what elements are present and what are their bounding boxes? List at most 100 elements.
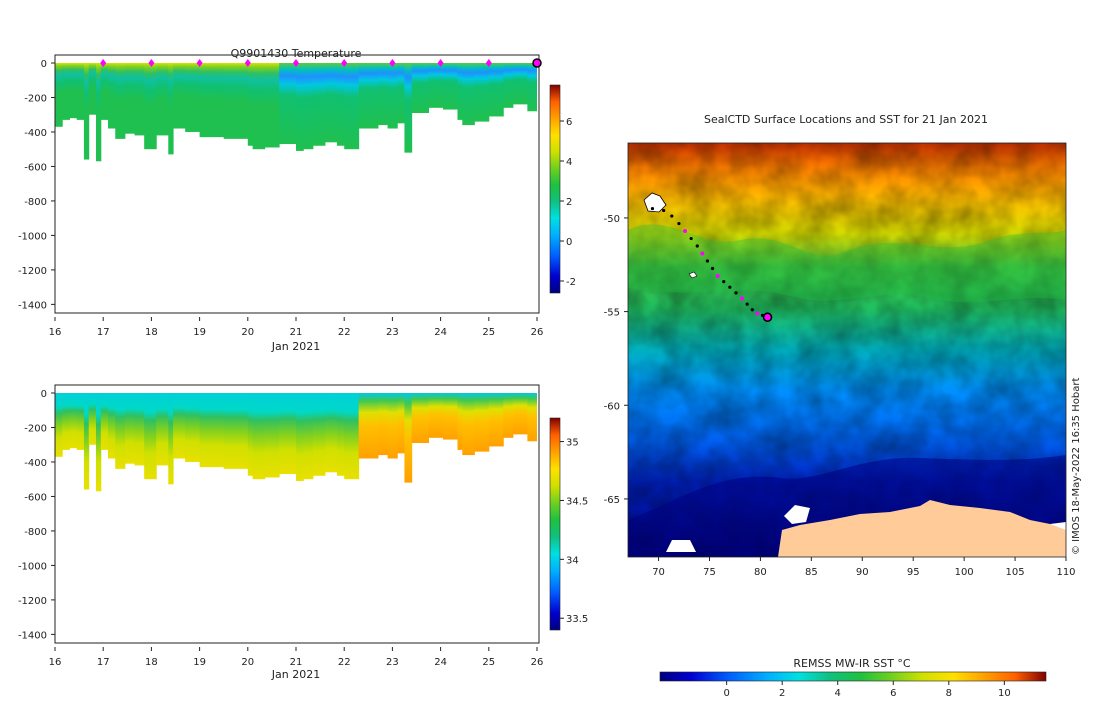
salinity-chart: 16 17 18 19 20 21 22 23 24 25 26 0 -200 -400 -600 -800 -… <box>18 384 588 681</box>
temperature-profile-bar <box>397 63 405 124</box>
map-colorbar-tick-label: 0 <box>723 688 729 699</box>
y-tick-label: -1200 <box>18 266 47 277</box>
temperature-profile-bar <box>344 63 360 150</box>
y-tick-label: -600 <box>24 162 47 173</box>
x-tick-label: 16 <box>49 327 62 338</box>
x-tick-label: 17 <box>97 657 110 668</box>
salinity-profile-bar <box>303 393 314 480</box>
temperature-profile-bar <box>144 63 157 150</box>
sst-front-band <box>628 224 1066 303</box>
salinity-profile-bar <box>124 393 136 464</box>
salinity-profile-bar <box>312 393 326 476</box>
map-x-tick-label: 95 <box>907 567 920 578</box>
temperature-chart: Q9901430 Temperature 16 17 18 19 20 21 22 23 24 2… <box>18 47 576 353</box>
track-point <box>677 221 681 226</box>
temperature-colorbar <box>549 84 561 294</box>
temperature-profile-bar <box>115 63 126 139</box>
x-tick-label: 18 <box>145 327 158 338</box>
track-point <box>728 285 732 289</box>
salinity-xlabel: Jan 2021 <box>271 668 320 681</box>
track-point <box>710 266 715 271</box>
profile-marker <box>244 59 251 67</box>
y-tick-label: -400 <box>24 128 47 139</box>
colorbar-tick-label: 4 <box>566 157 572 168</box>
temperature-profile-bar <box>443 63 458 110</box>
temperature-profile-bar <box>156 63 169 136</box>
track-point <box>705 259 710 263</box>
temperature-profile-bar <box>462 63 475 126</box>
temperature-profile-bar <box>168 63 174 155</box>
map-axes: 70 75 80 85 90 95 100 105 110 -50 -55 -60 -65 <box>604 214 1076 578</box>
profile-marker <box>293 59 299 67</box>
temperature-profile-markers <box>100 58 542 68</box>
temperature-profile-bar <box>474 63 490 122</box>
temperature-profile-bar <box>411 63 430 113</box>
salinity-profile-bar <box>358 393 379 459</box>
temperature-profiles <box>55 63 537 162</box>
salinity-profile-bar <box>411 393 430 443</box>
profile-marker <box>341 59 348 67</box>
salinity-profile-bar <box>95 393 102 492</box>
x-tick-label: 16 <box>49 657 62 668</box>
y-tick-label: -600 <box>24 492 47 503</box>
temperature-profile-bar <box>134 63 145 136</box>
track-point <box>734 291 738 295</box>
temperature-profile-bar <box>312 63 326 146</box>
map-x-tick-label: 105 <box>1006 567 1025 578</box>
map-x-tick-label: 100 <box>955 567 974 578</box>
track-point <box>662 208 666 213</box>
colorbar-tick-label: -2 <box>566 277 576 288</box>
salinity-axes: 16 17 18 19 20 21 22 23 24 25 26 0 -200 -400 -600 -800 -… <box>18 389 543 668</box>
temperature-xlabel: Jan 2021 <box>271 340 320 353</box>
profile-marker <box>485 59 492 67</box>
map-colorbar-tick-label: 4 <box>835 688 841 699</box>
temperature-profile-bar <box>303 63 314 150</box>
temperature-profile-bar <box>100 63 109 120</box>
antarctica-land <box>778 500 1066 557</box>
temperature-profile-bar <box>527 63 537 112</box>
salinity-profile-bar <box>324 393 338 473</box>
temperature-profile-bar <box>83 63 90 160</box>
x-tick-label: 24 <box>434 657 447 668</box>
imos-credit: © IMOS 18-May-2022 16:35 Hobart <box>1071 377 1082 555</box>
y-tick-label: -1400 <box>18 630 47 641</box>
salinity-plot-frame <box>54 384 540 644</box>
map-colorbar-label: REMSS MW-IR SST °C <box>793 657 911 670</box>
seal-track <box>650 206 773 323</box>
track-highlight-point <box>755 311 760 316</box>
heard-island <box>688 271 698 279</box>
track-point <box>750 308 754 312</box>
x-tick-label: 24 <box>434 327 447 338</box>
temperature-profile-bar <box>488 63 504 117</box>
salinity-colorbar <box>549 417 561 631</box>
salinity-profile-bar <box>387 393 398 459</box>
map-x-tick-label: 85 <box>805 567 818 578</box>
map-y-tick-label: -55 <box>604 308 620 319</box>
salinity-profile-bar <box>252 393 266 480</box>
track-highlight-point <box>740 296 745 301</box>
map-x-tick-label: 90 <box>856 567 869 578</box>
x-tick-label: 19 <box>193 657 206 668</box>
colorbar-tick-label: 0 <box>566 237 572 248</box>
colorbar-tick-label: 34 <box>566 555 579 566</box>
y-tick-label: -200 <box>24 423 47 434</box>
map-colorbar-tick-label: 10 <box>998 688 1011 699</box>
salinity-profile-bar <box>344 393 360 480</box>
temperature-profile-bar <box>377 63 389 126</box>
x-tick-label: 21 <box>290 657 303 668</box>
temperature-profile-bar <box>512 63 528 105</box>
x-tick-label: 18 <box>145 657 158 668</box>
track-highlight-point <box>683 229 688 234</box>
y-tick-label: 0 <box>41 389 47 400</box>
profile-marker <box>148 59 155 67</box>
temperature-profile-bar <box>185 63 201 132</box>
y-tick-label: -200 <box>24 93 47 104</box>
map-colorbar-ticks: 0 2 4 6 8 10 <box>723 681 1011 699</box>
track-point <box>695 244 699 248</box>
x-tick-label: 26 <box>531 657 544 668</box>
map-colorbar <box>659 671 1047 682</box>
salinity-profile-bar <box>457 393 463 450</box>
salinity-profile-bar <box>223 393 249 469</box>
